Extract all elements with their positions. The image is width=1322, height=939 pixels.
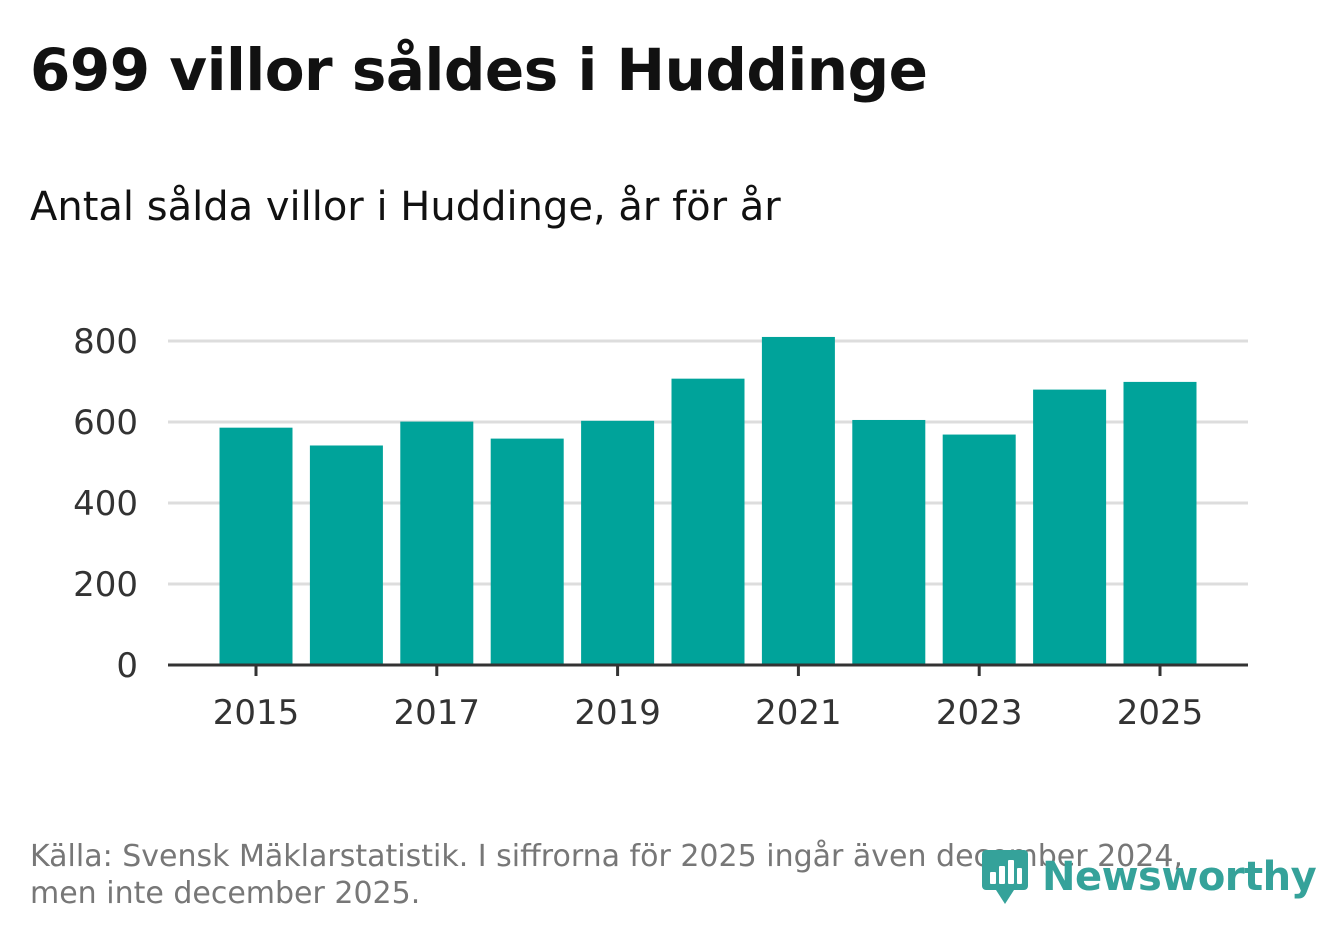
bar-2021 (761, 336, 835, 665)
bar-2018 (490, 438, 564, 665)
x-tick-label-2017: 2017 (394, 693, 481, 733)
source-line-2: men inte december 2025. (30, 876, 421, 911)
bar-2024 (1033, 389, 1107, 665)
bar-2023 (942, 434, 1016, 665)
bar-2017 (400, 421, 474, 665)
x-tick-label-2021: 2021 (755, 693, 842, 733)
bar-2019 (581, 420, 655, 665)
x-tick-label-2025: 2025 (1117, 693, 1204, 733)
chart-title: 699 villor såldes i Huddinge (30, 36, 928, 104)
bar-2016 (309, 445, 383, 665)
newsworthy-logo: Newsworthy (980, 846, 1317, 908)
bars (219, 336, 1197, 665)
y-tick-label-600: 600 (73, 403, 138, 443)
bar-chart: 0 200 400 600 800 2015 2017 2019 2021 2023 2025 (73, 322, 1248, 733)
newsworthy-logo-text: Newsworthy (1042, 854, 1317, 900)
x-tick-label-2015: 2015 (213, 693, 300, 733)
bar-2022 (852, 419, 926, 665)
x-axis-labels: 2015 2017 2019 2021 2023 2025 (213, 693, 1204, 733)
x-axis (168, 663, 1248, 676)
y-axis-labels: 0 200 400 600 800 (73, 322, 138, 686)
y-tick-label-800: 800 (73, 322, 138, 362)
y-tick-label-400: 400 (73, 484, 138, 524)
chart-subtitle: Antal sålda villor i Huddinge, år för år (30, 184, 781, 230)
x-tick-label-2023: 2023 (936, 693, 1023, 733)
bar-2020 (671, 378, 745, 665)
newsworthy-logo-icon (982, 850, 1028, 904)
y-tick-label-200: 200 (73, 565, 138, 605)
bar-2025 (1123, 381, 1197, 665)
y-tick-label-0: 0 (116, 646, 138, 686)
x-tick-label-2019: 2019 (574, 693, 661, 733)
bar-2015 (219, 427, 293, 665)
